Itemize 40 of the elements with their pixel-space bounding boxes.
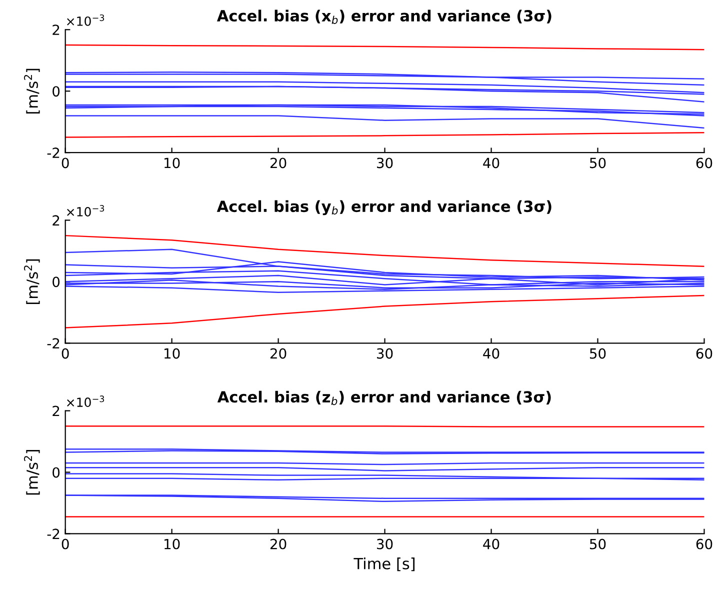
x-tick-label: 0 [62,158,69,168]
chart-title: Accel. bias (x$_{b}$) error and variance (3σ) [216,10,552,24]
x-tick-label: 20 [270,538,286,550]
x-tick-label: 60 [696,158,712,168]
y-tick-label: 0 [52,467,60,478]
y-tick-label: -2 [47,528,60,539]
x-tick-label: 40 [483,538,500,550]
x-tick-label: 50 [590,348,606,359]
x-tick-label: 20 [270,158,286,168]
y-tick-label: 2 [52,24,60,35]
x-tick-label: 0 [62,538,69,550]
y-tick-label: 0 [52,86,60,97]
y-tick-label: -2 [47,148,60,158]
x-tick-label: 50 [590,158,606,168]
text: ×10$^{−3}$ [67,14,104,26]
x-tick-label: 20 [270,348,286,359]
x-axis-title: Time [s] [354,558,415,572]
y-tick-label: -2 [47,338,60,348]
y-axis-title: [m/s$^{2}$] [24,68,40,114]
x-tick-label: 10 [164,348,180,359]
x-tick-label: 0 [62,348,69,359]
x-tick-label: 40 [483,158,500,168]
text: ×10$^{−3}$ [67,205,104,216]
text: ×10$^{−3}$ [67,396,104,408]
x-tick-label: 30 [377,538,393,550]
x-tick-label: 60 [696,348,712,359]
x-tick-label: 40 [483,348,500,359]
x-tick-label: 60 [696,538,712,550]
y-axis-title: [m/s$^{2}$] [24,259,40,304]
y-tick-label: 2 [52,215,60,226]
x-tick-label: 50 [590,538,606,550]
y-tick-label: 0 [52,276,60,288]
x-tick-label: 10 [164,538,180,550]
y-tick-label: 2 [52,406,60,416]
y-axis-title: [m/s$^{2}$] [24,450,40,495]
x-tick-label: 30 [377,348,393,359]
x-tick-label: 30 [377,158,393,168]
x-tick-label: 10 [164,158,180,168]
chart-title: Accel. bias (z$_{b}$) error and variance (3σ) [217,390,551,406]
chart-title: Accel. bias (y$_{b}$) error and variance (3σ) [216,200,552,216]
